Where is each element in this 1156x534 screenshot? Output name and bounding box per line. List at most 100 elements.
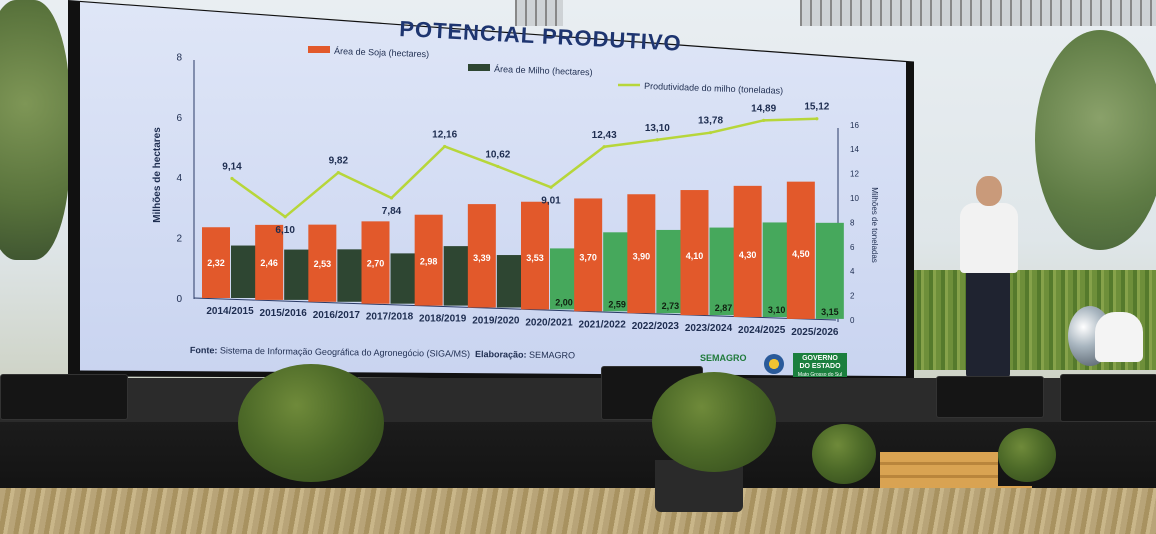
label-soja-2025/2026: 4,50 xyxy=(792,249,810,259)
label-produtividade-2020/2021: 9,01 xyxy=(541,195,561,206)
semagro-logo: SEMAGRO xyxy=(700,353,747,363)
x-axis-line xyxy=(193,297,837,321)
point-produtividade-2018/2019 xyxy=(443,144,447,149)
bar-soja-2014/2015 xyxy=(202,227,230,298)
bar-soja-2023/2024 xyxy=(680,190,709,316)
legend-label-0: Área de Soja (hectares) xyxy=(334,46,429,59)
presenter-head xyxy=(976,176,1002,206)
y2-tick-label: 6 xyxy=(850,243,855,252)
stage-truss-mid xyxy=(515,0,563,26)
bar-milho-2021/2022 xyxy=(603,232,632,312)
governo-logo-line2: DO ESTADO xyxy=(799,363,841,370)
line-produtividade xyxy=(231,117,817,219)
bar-soja-2022/2023 xyxy=(627,194,656,314)
y2-tick-label: 14 xyxy=(850,145,859,154)
x-tick-label-2014/2015: 2014/2015 xyxy=(206,306,254,317)
bar-soja-2015/2016 xyxy=(255,224,284,300)
x-tick-label-2024/2025: 2024/2025 xyxy=(738,325,786,336)
stage-truss-top xyxy=(800,0,1156,26)
source-label: Fonte: xyxy=(189,345,218,356)
label-soja-2018/2019: 2,98 xyxy=(420,257,438,267)
point-produtividade-2014/2015 xyxy=(230,176,234,181)
label-soja-2024/2025: 4,30 xyxy=(739,250,757,260)
label-soja-2016/2017: 2,53 xyxy=(314,259,332,269)
label-milho-2020/2021: 2,00 xyxy=(555,297,573,307)
bar-milho-2019/2020 xyxy=(496,255,525,308)
label-produtividade-2016/2017: 9,82 xyxy=(329,156,349,167)
label-produtividade-2015/2016: 6,10 xyxy=(275,225,295,236)
label-milho-2022/2023: 2,73 xyxy=(662,301,680,311)
label-soja-2022/2023: 3,90 xyxy=(633,252,651,262)
label-soja-2015/2016: 2,46 xyxy=(260,258,278,268)
bar-milho-2017/2018 xyxy=(390,253,419,304)
point-produtividade-2021/2022 xyxy=(602,145,606,149)
bar-soja-2016/2017 xyxy=(308,224,337,302)
x-tick-label-2019/2020: 2019/2020 xyxy=(472,316,520,327)
label-produtividade-2022/2023: 13,10 xyxy=(645,123,670,134)
state-seal-icon xyxy=(764,354,784,374)
y2-tick-label: 10 xyxy=(850,194,859,203)
stage-speaker-left xyxy=(0,374,128,420)
y-tick-label: 8 xyxy=(176,52,182,63)
governo-logo: GOVERNO DO ESTADO Mato Grosso do Sul xyxy=(793,353,847,378)
y-axis-label: Milhões de hectares xyxy=(152,127,163,223)
label-milho-2023/2024: 2,87 xyxy=(715,303,733,313)
y2-tick-label: 0 xyxy=(850,316,855,325)
point-produtividade-2020/2021 xyxy=(549,185,553,189)
governo-logo-line3: Mato Grosso do Sul xyxy=(797,372,843,378)
white-chair xyxy=(1095,312,1143,362)
shrub-right xyxy=(998,428,1056,482)
legend-label-1: Área de Milho (hectares) xyxy=(494,64,593,77)
point-produtividade-2023/2024 xyxy=(708,131,713,135)
bar-soja-2021/2022 xyxy=(574,198,603,312)
label-produtividade-2023/2024: 13,78 xyxy=(698,116,723,127)
label-soja-2019/2020: 3,39 xyxy=(473,253,491,263)
hay-ground xyxy=(0,488,1156,534)
point-produtividade-2015/2016 xyxy=(283,215,287,219)
credit-text: SEMAGRO xyxy=(529,349,576,361)
shrub-left xyxy=(238,364,384,482)
presenter-legs xyxy=(966,270,1010,378)
credit-label: Elaboração: xyxy=(474,348,527,360)
bar-milho-2020/2021 xyxy=(550,248,578,310)
bar-milho-2024/2025 xyxy=(762,222,791,317)
bar-milho-2018/2019 xyxy=(443,246,472,306)
stage-speaker-far-right xyxy=(1060,374,1156,422)
label-produtividade-2025/2026: 15,12 xyxy=(804,102,829,113)
y2-tick-label: 12 xyxy=(850,170,859,179)
y2-axis-label: Milhões de toneladas xyxy=(870,187,879,263)
bar-milho-2022/2023 xyxy=(656,229,685,314)
label-produtividade-2019/2020: 10,62 xyxy=(485,149,510,160)
shrub-small xyxy=(812,424,876,484)
x-tick-label-2025/2026: 2025/2026 xyxy=(791,327,839,338)
x-tick-label-2017/2018: 2017/2018 xyxy=(366,312,414,323)
tree-left-background xyxy=(0,0,70,260)
y-tick-label: 2 xyxy=(176,234,182,245)
bar-soja-2024/2025 xyxy=(733,185,762,317)
y2-tick-label: 16 xyxy=(850,121,859,130)
label-produtividade-2014/2015: 9,14 xyxy=(222,161,242,172)
x-tick-label-2021/2022: 2021/2022 xyxy=(579,319,627,330)
label-produtividade-2024/2025: 14,89 xyxy=(751,103,776,114)
label-produtividade-2018/2019: 12,16 xyxy=(432,129,457,140)
point-produtividade-2016/2017 xyxy=(336,170,340,175)
x-tick-label-2022/2023: 2022/2023 xyxy=(632,321,680,332)
label-produtividade-2021/2022: 12,43 xyxy=(592,130,617,141)
point-produtividade-2025/2026 xyxy=(815,117,819,121)
x-tick-label-2015/2016: 2015/2016 xyxy=(260,308,308,319)
label-soja-2023/2024: 4,10 xyxy=(686,251,704,261)
y2-tick-label: 4 xyxy=(850,267,855,276)
bar-soja-2017/2018 xyxy=(361,221,390,304)
legend-swatch-1 xyxy=(468,64,490,71)
shrub-center xyxy=(652,372,776,472)
stage-steps-upper xyxy=(880,452,998,488)
y2-tick-label: 2 xyxy=(850,292,855,301)
stage-speaker-right xyxy=(936,376,1044,418)
bar-soja-2019/2020 xyxy=(467,204,496,308)
bar-milho-2023/2024 xyxy=(709,227,738,316)
bar-soja-2020/2021 xyxy=(521,201,549,310)
y-tick-label: 0 xyxy=(176,294,182,305)
label-soja-2020/2021: 3,53 xyxy=(526,253,544,263)
x-tick-label-2020/2021: 2020/2021 xyxy=(525,317,573,328)
x-tick-label-2016/2017: 2016/2017 xyxy=(313,310,361,321)
